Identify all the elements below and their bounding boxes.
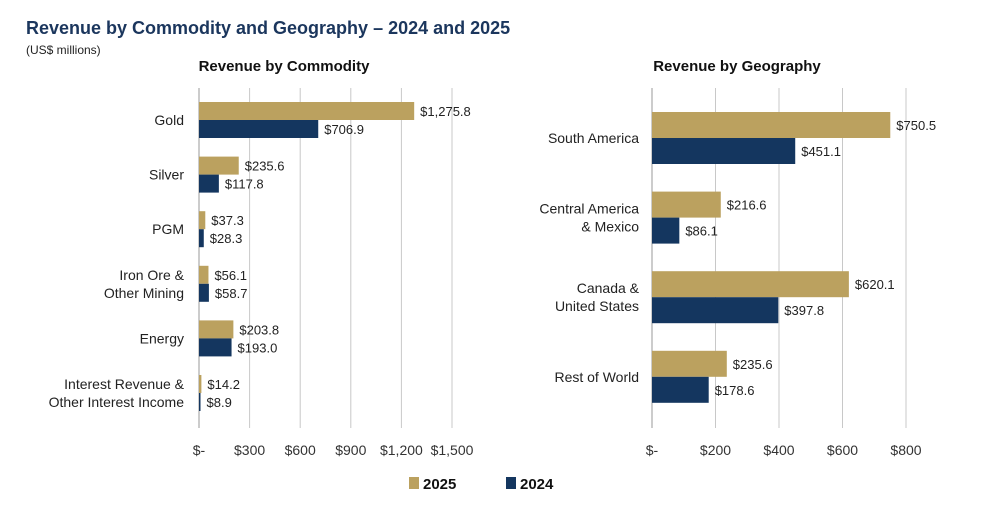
bar-2024 — [199, 393, 201, 411]
commodity-chart: $- $300 $600 $900 $1,200 $1,500 Gold $1,275.8 $7… — [49, 88, 474, 458]
page-title: Revenue by Commodity and Geography – 202… — [26, 18, 511, 38]
data-label-2025: $216.6 — [727, 198, 767, 213]
bar-2025 — [199, 211, 206, 230]
data-label-2025: $203.8 — [239, 322, 279, 337]
x-tick-label: $800 — [890, 442, 921, 458]
x-tick-label: $400 — [763, 442, 794, 458]
category-label: Rest of World — [554, 369, 639, 385]
data-label-2025: $1,275.8 — [420, 104, 471, 119]
category-label: PGM — [152, 221, 184, 237]
bar-2025 — [199, 320, 234, 339]
data-label-2025: $235.6 — [733, 357, 773, 372]
data-label-2025: $37.3 — [211, 213, 244, 228]
legend-label-2024: 2024 — [520, 476, 554, 493]
x-tick-label: $300 — [234, 442, 265, 458]
bar-2025 — [652, 350, 727, 377]
category-label: Central America — [539, 201, 639, 217]
x-tick-label: $1,500 — [431, 442, 474, 458]
bar-2025 — [199, 265, 209, 284]
data-label-2024: $451.1 — [801, 144, 841, 159]
x-tick-label: $1,200 — [380, 442, 423, 458]
data-label-2025: $14.2 — [207, 377, 240, 392]
x-tick-label: $600 — [285, 442, 316, 458]
bar-2024 — [652, 217, 680, 244]
x-tick-label: $600 — [827, 442, 858, 458]
bar-2024 — [652, 297, 779, 324]
bar-2024 — [652, 138, 796, 164]
category-label: Energy — [140, 330, 184, 346]
data-label-2024: $58.7 — [215, 286, 248, 301]
geography-chart-title: Revenue by Geography — [653, 58, 821, 75]
category-label: Canada & — [577, 280, 640, 296]
legend: 2025 2024 — [409, 476, 554, 493]
x-tick-label: $- — [193, 442, 206, 458]
x-tick-label: $200 — [700, 442, 731, 458]
bar-2025 — [199, 102, 415, 120]
category-label: South America — [548, 130, 639, 146]
bar-2025 — [199, 156, 239, 175]
category-label: Other Interest Income — [49, 394, 185, 410]
legend-swatch-2024 — [506, 477, 516, 489]
category-label: United States — [555, 298, 639, 314]
bar-2024 — [199, 229, 204, 248]
data-label-2024: $193.0 — [238, 340, 278, 355]
bar-2025 — [652, 112, 891, 138]
data-label-2024: $117.8 — [225, 177, 264, 192]
data-label-2024: $706.9 — [324, 122, 364, 137]
bar-2024 — [199, 283, 209, 302]
bar-2025 — [652, 191, 721, 218]
bar-2024 — [199, 338, 232, 357]
data-label-2025: $620.1 — [855, 277, 895, 292]
legend-swatch-2025 — [409, 477, 419, 489]
category-label: Iron Ore & — [119, 267, 184, 283]
data-label-2025: $56.1 — [214, 268, 247, 283]
data-label-2024: $178.6 — [715, 383, 755, 398]
category-label: Gold — [154, 112, 184, 128]
category-label: & Mexico — [581, 219, 639, 235]
bar-2024 — [652, 376, 709, 403]
category-label: Other Mining — [104, 285, 184, 301]
legend-label-2025: 2025 — [423, 476, 456, 493]
bar-2025 — [199, 375, 202, 393]
data-label-2025: $235.6 — [245, 159, 285, 174]
units-subtitle: (US$ millions) — [26, 43, 101, 57]
data-label-2024: $8.9 — [207, 395, 232, 410]
data-label-2024: $28.3 — [210, 231, 243, 246]
bar-2024 — [199, 120, 319, 138]
data-label-2025: $750.5 — [896, 118, 936, 133]
x-tick-label: $- — [646, 442, 659, 458]
category-label: Silver — [149, 167, 184, 183]
bar-2024 — [199, 174, 219, 193]
bar-2025 — [652, 271, 849, 298]
geography-chart: $- $200 $400 $600 $800 South America $750.5 $45… — [539, 88, 936, 458]
x-tick-label: $900 — [335, 442, 366, 458]
data-label-2024: $86.1 — [685, 224, 718, 239]
commodity-chart-title: Revenue by Commodity — [199, 58, 371, 75]
data-label-2024: $397.8 — [784, 303, 824, 318]
category-label: Interest Revenue & — [64, 376, 185, 392]
